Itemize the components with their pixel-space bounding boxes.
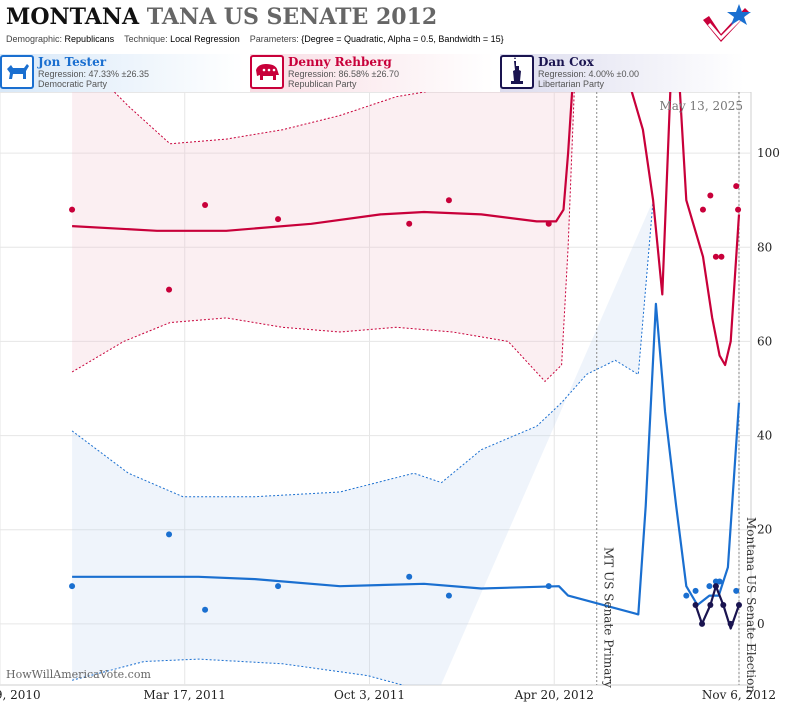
donkey-icon <box>0 55 34 89</box>
plot-layer <box>69 92 742 685</box>
data-point <box>712 253 719 260</box>
data-point <box>692 601 699 608</box>
data-point <box>699 206 706 213</box>
data-point <box>275 583 282 590</box>
regression-chart: MT US Senate Primary Montana US Senate El… <box>0 92 780 702</box>
data-point <box>735 206 742 213</box>
trend-line <box>72 92 741 367</box>
parameters-value: {Degree = Quadratic, Alpha = 0.5, Bandwi… <box>301 34 504 44</box>
data-point <box>733 183 740 190</box>
candidate-party: Libertarian Party <box>538 79 605 89</box>
candidate-card-cox[interactable]: Dan Cox Regression: 4.00% ±0.00 Libertar… <box>500 54 744 92</box>
candidate-card-rehberg[interactable]: Denny Rehberg Regression: 86.58% ±26.70 … <box>250 54 494 92</box>
event-label: Montana US Senate Election <box>744 517 758 693</box>
data-point <box>545 220 552 227</box>
y-tick-label: 0 <box>757 617 765 631</box>
site-credit: HowWillAmericaVote.com <box>6 668 151 681</box>
x-tick-label: Aug 29, 2010 <box>0 688 41 702</box>
data-point <box>445 592 452 599</box>
candidate-name: Denny Rehberg <box>288 55 392 69</box>
candidate-card-tester[interactable]: Jon Tester Regression: 47.33% ±26.35 Dem… <box>0 54 244 92</box>
data-point <box>707 192 714 199</box>
data-point <box>699 620 706 627</box>
data-point <box>716 578 723 585</box>
candidate-regression: Regression: 4.00% ±0.00 <box>538 69 639 79</box>
data-point <box>727 620 734 627</box>
statue-of-liberty-icon <box>500 55 534 89</box>
star-checkmark-logo[interactable] <box>701 2 753 48</box>
chart-title: MONTANA TANA US SENATE 2012 <box>6 4 437 30</box>
data-point <box>166 531 173 538</box>
data-point <box>69 206 76 213</box>
data-point <box>545 583 552 590</box>
data-point <box>202 606 209 613</box>
demographic-value: Republicans <box>64 34 115 44</box>
chart-parameters: Demographic: Republicans Technique: Loca… <box>6 34 504 44</box>
candidate-regression: Regression: 86.58% ±26.70 <box>288 69 400 79</box>
y-tick-label: 60 <box>757 334 772 348</box>
data-point <box>445 197 452 204</box>
confidence-bound <box>71 200 654 498</box>
data-point <box>720 601 727 608</box>
data-point <box>202 201 209 208</box>
data-point <box>733 587 740 594</box>
confidence-band <box>72 92 575 382</box>
date-stamp: May 13, 2025 <box>659 99 743 113</box>
y-tick-label: 80 <box>757 240 772 254</box>
data-point <box>718 253 725 260</box>
y-tick-label: 100 <box>757 146 780 160</box>
elephant-icon <box>250 55 284 89</box>
data-point <box>69 583 76 590</box>
y-tick-label: 40 <box>757 429 772 443</box>
data-point <box>406 220 413 227</box>
candidate-name: Jon Tester <box>38 55 107 69</box>
data-point <box>735 601 742 608</box>
data-point <box>275 216 282 223</box>
title-state: MONTANA <box>6 4 140 30</box>
candidate-party: Republican Party <box>288 79 357 89</box>
data-point <box>166 286 173 293</box>
data-point <box>706 583 713 590</box>
confidence-band <box>72 200 654 685</box>
x-tick-label: Apr 20, 2012 <box>514 688 594 702</box>
data-point <box>707 601 714 608</box>
candidate-name: Dan Cox <box>538 55 594 69</box>
data-point <box>406 573 413 580</box>
y-tick-label: 20 <box>757 523 772 537</box>
technique-value: Local Regression <box>170 34 240 44</box>
data-point <box>692 587 699 594</box>
candidate-party: Democratic Party <box>38 79 108 89</box>
confidence-bound <box>71 92 575 383</box>
event-label: MT US Senate Primary <box>602 547 616 688</box>
x-tick-label: Nov 6, 2012 <box>702 688 776 702</box>
data-point <box>683 592 690 599</box>
x-tick-label: Mar 17, 2011 <box>144 688 226 702</box>
data-point <box>712 583 719 590</box>
x-tick-label: Oct 3, 2011 <box>334 688 405 702</box>
title-race: TANA US SENATE 2012 <box>146 4 438 30</box>
trend-line <box>72 302 741 616</box>
candidate-regression: Regression: 47.33% ±26.35 <box>38 69 150 79</box>
